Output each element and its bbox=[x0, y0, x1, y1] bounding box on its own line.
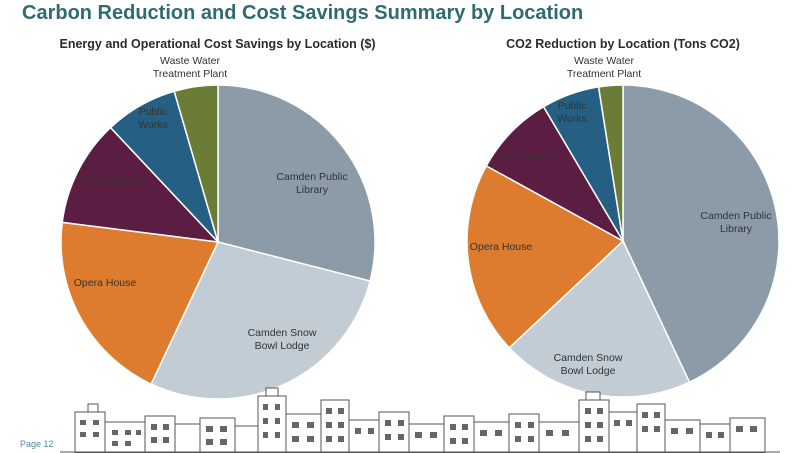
co2-slice-library bbox=[622, 84, 780, 384]
chart-title-cost-savings: Energy and Operational Cost Savings by L… bbox=[59, 37, 376, 51]
cost-slice-opera-house bbox=[60, 221, 220, 386]
co2-slice-public-safety bbox=[485, 105, 626, 243]
cost-label-public-works: Public Works bbox=[138, 106, 168, 131]
co2-label-opera-house: Opera House bbox=[470, 241, 533, 253]
cost-slice-waste-water-plant bbox=[173, 84, 219, 243]
cost-slice-library bbox=[217, 84, 376, 282]
co2-slice-opera-house bbox=[466, 164, 625, 349]
co2-slice-waste-water-plant bbox=[597, 84, 624, 242]
co2-label-waste-water-plant: Waste Water Treatment Plant bbox=[567, 55, 641, 80]
page-number: Page 12 bbox=[20, 439, 54, 449]
cost-slice-public-safety bbox=[61, 126, 220, 244]
cost-label-library: Camden Public Library bbox=[276, 171, 347, 196]
co2-label-library: Camden Public Library bbox=[700, 210, 771, 235]
co2-label-snow-bowl-lodge: Camden Snow Bowl Lodge bbox=[554, 352, 623, 377]
chart-title-co2-reduction: CO2 Reduction by Location (Tons CO2) bbox=[506, 37, 740, 51]
cost-slice-snow-bowl-lodge bbox=[150, 241, 371, 400]
co2-label-public-works: Public Works bbox=[557, 100, 587, 125]
cost-label-public-safety: Public Safety bbox=[81, 174, 143, 186]
co2-label-public-safety: Public Safety bbox=[497, 151, 559, 163]
cost-label-snow-bowl-lodge: Camden Snow Bowl Lodge bbox=[248, 327, 317, 352]
page-title: Carbon Reduction and Cost Savings Summar… bbox=[22, 2, 584, 24]
cost-label-waste-water-plant: Waste Water Treatment Plant bbox=[153, 55, 227, 80]
cost-label-opera-house: Opera House bbox=[74, 277, 137, 289]
